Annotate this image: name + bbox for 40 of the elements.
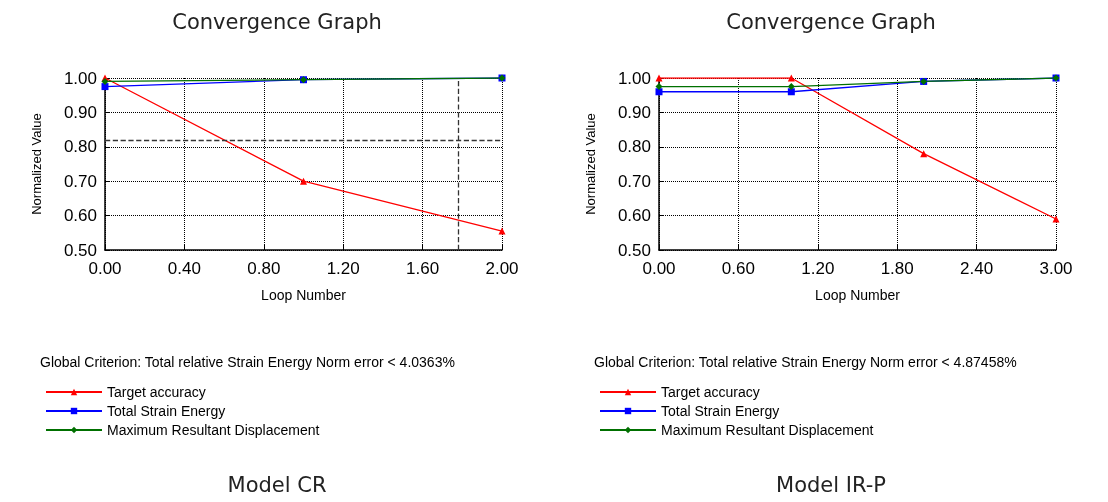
text: Global Criterion: Total relative Strain Energy Norm error < 4.0363% — [40, 354, 455, 370]
legend-label: Total Strain Energy — [107, 403, 226, 419]
y-tick-label: 0.50 — [617, 240, 651, 260]
y-tick-label: 0.60 — [617, 206, 651, 226]
legend-label: Maximum Resultant Displacement — [107, 422, 320, 438]
y-tick-label: 0.50 — [63, 240, 97, 260]
y-tick-label: 0.90 — [63, 102, 97, 122]
x-tick-label: 0.00 — [88, 259, 122, 278]
x-tick-label: 1.20 — [801, 259, 835, 278]
legend-label: Target accuracy — [107, 384, 206, 400]
x-tick-label: 3.00 — [1039, 259, 1073, 278]
x-tick-label: 2.00 — [485, 259, 519, 278]
x-tick-label: 1.80 — [880, 259, 914, 278]
y-tick-label: 0.70 — [617, 171, 651, 191]
x-axis-title: Loop Number — [261, 287, 347, 303]
y-tick-label: 0.60 — [63, 206, 97, 226]
y-tick-label: 0.80 — [63, 137, 97, 157]
legend-label: Target accuracy — [661, 384, 760, 400]
x-tick-label: 0.60 — [721, 259, 755, 278]
text: Model CR — [227, 472, 327, 497]
x-tick-label: 0.40 — [167, 259, 201, 278]
y-tick-label: 0.90 — [617, 102, 651, 122]
y-tick-label: 0.80 — [617, 137, 651, 157]
chart-title: Convergence Graph — [726, 9, 936, 34]
y-tick-label: 0.70 — [63, 171, 97, 191]
y-tick-label: 1.00 — [63, 68, 97, 88]
text: Global Criterion: Total relative Strain Energy Norm error < 4.87458% — [594, 354, 1017, 370]
legend-label: Total Strain Energy — [661, 403, 780, 419]
x-tick-label: 0.80 — [247, 259, 281, 278]
x-tick-label: 2.40 — [960, 259, 994, 278]
y-axis-title: Normalized Value — [583, 113, 598, 215]
x-tick-label: 1.60 — [406, 259, 440, 278]
x-tick-label: 1.20 — [326, 259, 360, 278]
text: Model IR-P — [776, 472, 886, 497]
y-tick-label: 1.00 — [617, 68, 651, 88]
x-tick-label: 0.00 — [642, 259, 676, 278]
legend-label: Maximum Resultant Displacement — [661, 422, 874, 438]
x-axis-title: Loop Number — [815, 287, 901, 303]
y-axis-title: Normalized Value — [29, 113, 44, 215]
chart-title: Convergence Graph — [172, 9, 382, 34]
